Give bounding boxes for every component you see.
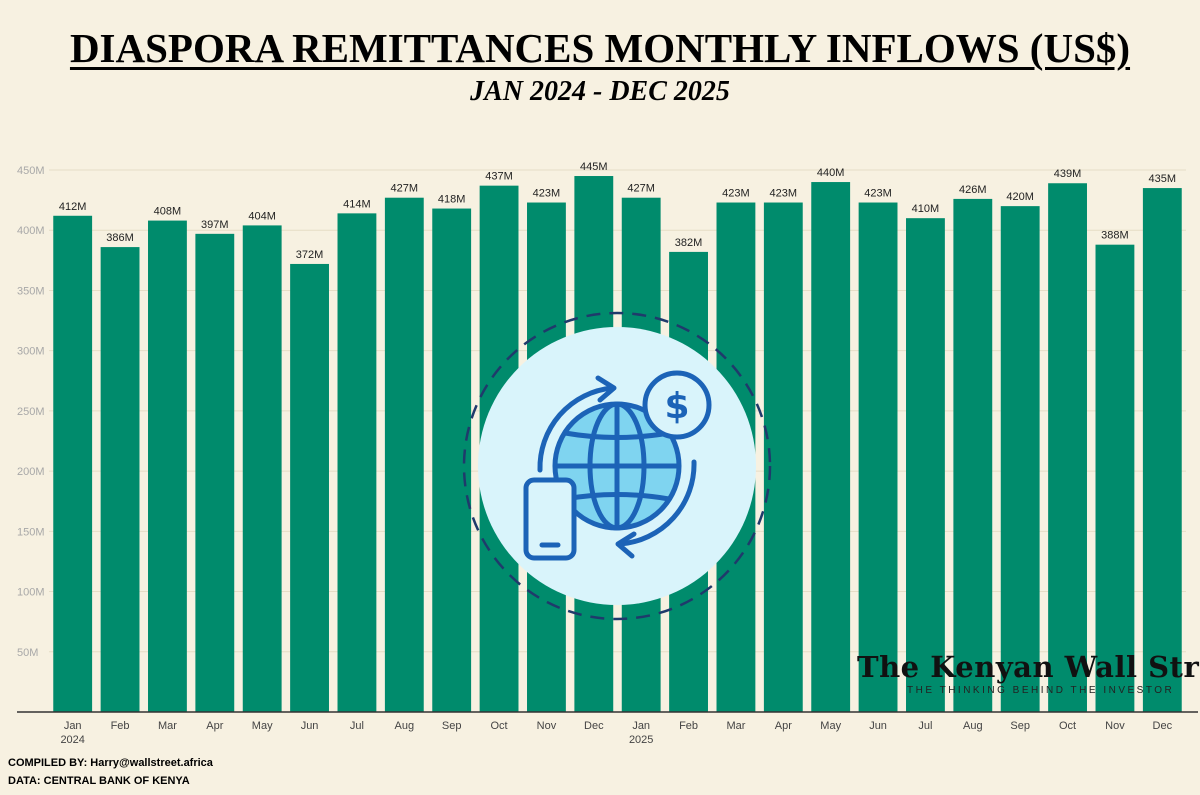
x-tick-label: Oct bbox=[1059, 720, 1076, 732]
bar bbox=[1095, 244, 1135, 713]
value-label: 408M bbox=[154, 206, 182, 218]
x-tick-label: Aug bbox=[395, 720, 415, 732]
x-tick-label: Feb bbox=[679, 720, 698, 732]
bar bbox=[100, 247, 140, 712]
bar bbox=[858, 202, 898, 712]
x-tick-label: Dec bbox=[1153, 720, 1173, 732]
y-tick-label: 250M bbox=[17, 406, 45, 418]
logo-tagline: THE THINKING BEHIND THE INVESTOR bbox=[907, 685, 1175, 696]
value-label: 423M bbox=[722, 188, 750, 200]
x-tick-label: Feb bbox=[111, 720, 130, 732]
value-label: 440M bbox=[817, 167, 845, 179]
x-tick-label: Oct bbox=[491, 720, 508, 732]
y-tick-label: 150M bbox=[17, 526, 45, 538]
x-tick-label: Mar bbox=[726, 720, 745, 732]
smartphone-icon bbox=[523, 477, 577, 561]
bar bbox=[195, 233, 235, 712]
x-tick-label: Dec bbox=[584, 720, 604, 732]
bar-chart: 50M 100M 150M 200M 250M 300M 350M 400M 450M 412M… bbox=[17, 161, 1198, 746]
x-tick-label: Aug bbox=[963, 720, 983, 732]
brand-logo: The Kenyan Wall Street THE THINKING BEHI… bbox=[857, 650, 1200, 696]
bar bbox=[53, 215, 93, 712]
value-label: 445M bbox=[580, 161, 608, 173]
x-tick-label: Jun bbox=[301, 720, 319, 732]
bar bbox=[953, 198, 993, 712]
y-tick-label: 450M bbox=[17, 165, 45, 177]
bar bbox=[384, 197, 424, 713]
value-label: 414M bbox=[343, 198, 371, 210]
x-tick-label: Sep bbox=[1010, 720, 1030, 732]
logo-name: The Kenyan Wall Street bbox=[857, 650, 1200, 684]
value-label: 418M bbox=[438, 194, 466, 206]
y-tick-label: 400M bbox=[17, 225, 45, 237]
y-tick-label: 350M bbox=[17, 285, 45, 297]
x-tick-label: Apr bbox=[775, 720, 792, 732]
value-label: 420M bbox=[1006, 191, 1034, 203]
x-tick-label: Nov bbox=[1105, 720, 1125, 732]
value-labels: 412M 386M 408M 397M 404M 372M 414M 427M 418M 437M… bbox=[59, 161, 1176, 261]
x-tick-label: Jul bbox=[350, 720, 364, 732]
x-tick-label: May bbox=[820, 720, 841, 732]
year-label: 2024 bbox=[60, 734, 84, 746]
bar bbox=[290, 263, 329, 712]
bar bbox=[148, 220, 187, 712]
x-tick-label: Jul bbox=[918, 720, 932, 732]
bar bbox=[811, 182, 851, 713]
global-money-transfer-icon: $ bbox=[462, 311, 772, 621]
x-axis: Jan 2024 Feb Mar Apr May Jun Jul Aug Sep Oct Nov Dec… bbox=[17, 711, 1198, 746]
y-tick-label: 100M bbox=[17, 587, 45, 599]
value-label: 388M bbox=[1101, 230, 1129, 242]
x-tick-label: Apr bbox=[206, 720, 223, 732]
data-source: DATA: CENTRAL BANK OF KENYA bbox=[8, 775, 190, 787]
refresh-arrows-icon bbox=[537, 375, 697, 559]
value-label: 386M bbox=[106, 232, 134, 244]
x-tick-label: Sep bbox=[442, 720, 462, 732]
value-label: 404M bbox=[248, 210, 276, 222]
dashed-ring bbox=[462, 311, 772, 621]
value-label: 435M bbox=[1149, 173, 1177, 185]
value-label: 439M bbox=[1054, 168, 1082, 180]
bar bbox=[242, 225, 282, 712]
value-label: 382M bbox=[675, 237, 703, 249]
value-label: 372M bbox=[296, 249, 324, 261]
value-label: 427M bbox=[391, 183, 419, 195]
bar bbox=[337, 213, 377, 713]
value-label: 412M bbox=[59, 201, 87, 213]
value-label: 423M bbox=[864, 188, 892, 200]
value-label: 437M bbox=[485, 171, 513, 183]
year-label: 2025 bbox=[629, 734, 653, 746]
svg-text:$: $ bbox=[664, 386, 689, 427]
bar bbox=[1000, 206, 1040, 712]
value-label: 426M bbox=[959, 184, 987, 196]
value-label: 397M bbox=[201, 219, 229, 231]
value-label: 423M bbox=[533, 188, 561, 200]
x-tick-label: Mar bbox=[158, 720, 177, 732]
x-tick-label: Nov bbox=[537, 720, 557, 732]
x-tick-label: May bbox=[252, 720, 273, 732]
bar bbox=[1048, 183, 1087, 712]
value-label: 410M bbox=[912, 203, 940, 215]
chart-title: DIASPORA REMITTANCES MONTHLY INFLOWS (US… bbox=[69, 25, 1131, 71]
value-label: 427M bbox=[627, 183, 655, 195]
globe-icon bbox=[552, 401, 682, 531]
chart-subtitle: JAN 2024 - DEC 2025 bbox=[470, 76, 730, 107]
x-tick-label: Jan bbox=[632, 720, 650, 732]
dollar-coin-icon: $ bbox=[642, 370, 712, 440]
compiled-by: COMPILED BY: Harry@wallstreet.africa bbox=[8, 757, 213, 769]
y-tick-label: 200M bbox=[17, 466, 45, 478]
bar bbox=[1142, 188, 1182, 713]
x-tick-label: Jan bbox=[64, 720, 82, 732]
value-label: 423M bbox=[770, 188, 798, 200]
y-tick-label: 300M bbox=[17, 346, 45, 358]
y-tick-label: 50M bbox=[17, 647, 38, 659]
bar bbox=[906, 218, 945, 712]
x-tick-label: Jun bbox=[869, 720, 887, 732]
y-axis: 50M 100M 150M 200M 250M 300M 350M 400M 450M bbox=[17, 165, 45, 659]
